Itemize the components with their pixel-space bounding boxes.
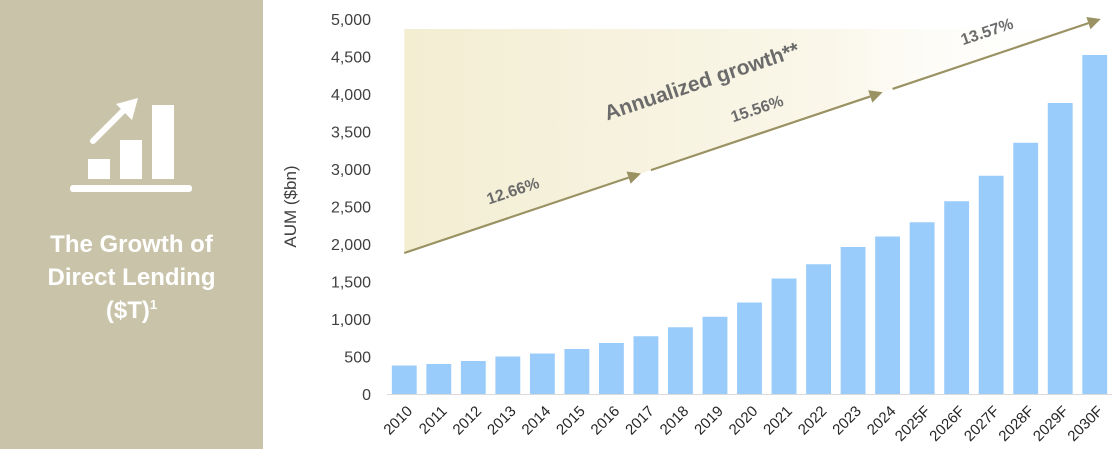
y-tick-label: 4,000 bbox=[331, 87, 371, 104]
x-tick-label: 2013 bbox=[484, 403, 520, 439]
y-tick-label: 1,500 bbox=[331, 275, 371, 292]
panel-title-unit: ($T) bbox=[105, 297, 150, 324]
growth-arrow-3 bbox=[892, 22, 1089, 90]
bar-2018 bbox=[668, 327, 693, 394]
x-tick-label: 2015 bbox=[553, 403, 589, 439]
bar-2023 bbox=[840, 247, 866, 394]
bar-2017 bbox=[633, 336, 659, 394]
y-tick-label: 4,500 bbox=[331, 50, 371, 67]
y-tick-label: 3,000 bbox=[331, 162, 371, 179]
y-tick-label: 0 bbox=[362, 387, 371, 404]
x-tick-label: 2027F bbox=[961, 403, 1003, 445]
y-tick-label: 2,500 bbox=[331, 200, 371, 217]
bar-2015 bbox=[564, 349, 590, 394]
bar-2025F bbox=[909, 222, 935, 394]
x-tick-label: 2022 bbox=[795, 403, 831, 439]
x-tick-label: 2028F bbox=[995, 403, 1037, 445]
bar-2029F bbox=[1047, 103, 1073, 394]
x-tick-label: 2017 bbox=[622, 403, 658, 439]
bar-2026F bbox=[944, 201, 970, 394]
bar-2014 bbox=[529, 353, 555, 394]
y-tick-label: 2,000 bbox=[331, 237, 371, 254]
bar-2024 bbox=[875, 236, 901, 394]
bar-2028F bbox=[1013, 142, 1039, 394]
x-tick-label: 2029F bbox=[1030, 403, 1072, 445]
x-tick-label: 2020 bbox=[726, 403, 762, 439]
x-tick-label: 2010 bbox=[380, 403, 416, 439]
bar-2016 bbox=[598, 343, 624, 394]
x-tick-label: 2023 bbox=[829, 403, 865, 439]
bar-2010 bbox=[391, 365, 417, 394]
bar-2030F bbox=[1082, 55, 1108, 394]
bar-2012 bbox=[460, 361, 486, 394]
panel-title-line3: ($T)1 bbox=[0, 294, 263, 327]
growth-arrowhead-1 bbox=[626, 171, 641, 184]
y-tick-label: 1,000 bbox=[331, 312, 371, 329]
x-tick-label: 2016 bbox=[588, 403, 624, 439]
growth-arrowhead-2 bbox=[868, 90, 883, 103]
bar-2021 bbox=[771, 278, 797, 394]
growth-arrowhead-3 bbox=[1086, 16, 1101, 30]
bar-2020 bbox=[737, 302, 762, 394]
bar-2011 bbox=[426, 364, 452, 394]
x-tick-label: 2012 bbox=[450, 403, 486, 439]
side-panel: The Growth of Direct Lending ($T)1 bbox=[0, 0, 263, 449]
x-tick-label: 2019 bbox=[691, 403, 727, 439]
x-tick-label: 2011 bbox=[416, 403, 451, 438]
panel-title-line1: The Growth of bbox=[50, 231, 213, 258]
x-tick-label: 2018 bbox=[657, 403, 693, 439]
bar-2013 bbox=[495, 356, 521, 394]
panel-title: The Growth of Direct Lending ($T)1 bbox=[0, 228, 263, 327]
y-tick-label: 500 bbox=[344, 350, 371, 367]
bar-2027F bbox=[978, 175, 1004, 394]
y-tick-label: 3,500 bbox=[331, 125, 371, 142]
y-tick-label: 5,000 bbox=[331, 12, 371, 29]
bar-2019 bbox=[702, 316, 728, 394]
growth-arrow-2 bbox=[650, 95, 871, 172]
y-axis-label: AUM ($bn) bbox=[281, 165, 300, 247]
x-tick-label: 2025F bbox=[892, 403, 934, 445]
x-tick-label: 2026F bbox=[926, 403, 968, 445]
panel-title-line2: Direct Lending bbox=[47, 264, 216, 291]
x-tick-label: 2030F bbox=[1064, 403, 1106, 445]
aum-bar-chart: 0 500 1,000 1,500 2,000 2,500 3,000 3,500 4,000 4… bbox=[281, 12, 1114, 445]
x-tick-label: 2014 bbox=[519, 403, 555, 439]
bar-2022 bbox=[806, 264, 831, 394]
bar-chart-growth-icon bbox=[70, 98, 192, 192]
x-tick-label: 2021 bbox=[760, 403, 796, 439]
footnote-mark: 1 bbox=[149, 297, 158, 312]
growth-arrow-1 bbox=[403, 176, 629, 255]
